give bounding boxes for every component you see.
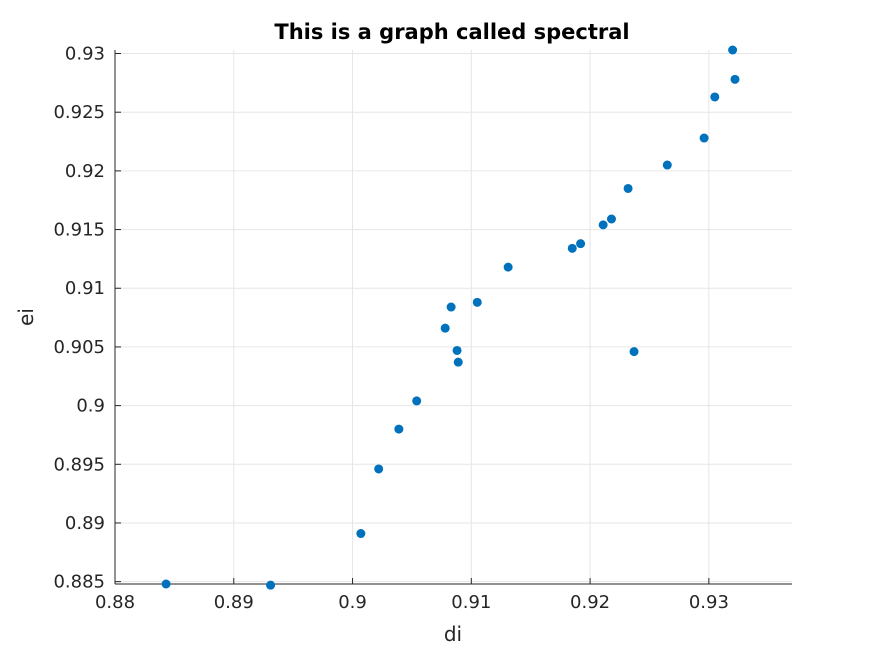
data-point: [598, 220, 608, 230]
y-tick-label: 0.91: [65, 278, 105, 299]
data-point: [629, 347, 639, 357]
x-axis-label: di: [444, 622, 462, 646]
y-tick-label: 0.895: [53, 454, 105, 475]
data-point: [606, 214, 616, 224]
data-point: [699, 133, 709, 143]
data-point: [730, 74, 740, 84]
x-tick-label: 0.89: [214, 592, 254, 613]
data-point: [452, 345, 462, 355]
x-tick-label: 0.92: [570, 592, 610, 613]
y-tick-label: 0.93: [65, 44, 105, 65]
x-tick-label: 0.93: [689, 592, 729, 613]
data-point: [503, 262, 513, 272]
chart-title: This is a graph called spectral: [274, 20, 629, 44]
x-tick-label: 0.9: [338, 592, 367, 613]
y-axis-label: ei: [14, 308, 38, 326]
x-ticks: 0.88 0.89 0.9 0.91 0.92 0.93: [95, 578, 729, 613]
data-point: [662, 160, 672, 170]
data-point: [710, 92, 720, 102]
data-points: [161, 45, 740, 590]
y-tick-label: 0.9: [76, 396, 105, 417]
axes: [114, 50, 792, 585]
data-point: [356, 529, 366, 539]
grid: [114, 50, 792, 584]
y-ticks: 0.885 0.89 0.895 0.9 0.905 0.91 0.915 0.92 0.925…: [53, 44, 121, 593]
data-point: [412, 396, 422, 406]
data-point: [161, 579, 171, 589]
data-point: [394, 424, 404, 434]
y-tick-label: 0.925: [53, 102, 105, 123]
data-point: [446, 302, 456, 312]
data-point: [728, 45, 738, 55]
y-tick-label: 0.885: [53, 572, 105, 593]
data-point: [472, 297, 482, 307]
data-point: [440, 323, 450, 333]
data-point: [576, 239, 586, 249]
y-tick-label: 0.915: [53, 220, 105, 241]
data-point: [374, 464, 384, 474]
y-tick-label: 0.92: [65, 161, 105, 182]
x-tick-label: 0.91: [451, 592, 491, 613]
data-point: [567, 243, 577, 253]
x-tick-label: 0.88: [95, 592, 135, 613]
data-point: [266, 580, 276, 590]
y-tick-label: 0.89: [65, 513, 105, 534]
data-point: [453, 357, 463, 367]
data-point: [623, 183, 633, 193]
y-tick-label: 0.905: [53, 337, 105, 358]
